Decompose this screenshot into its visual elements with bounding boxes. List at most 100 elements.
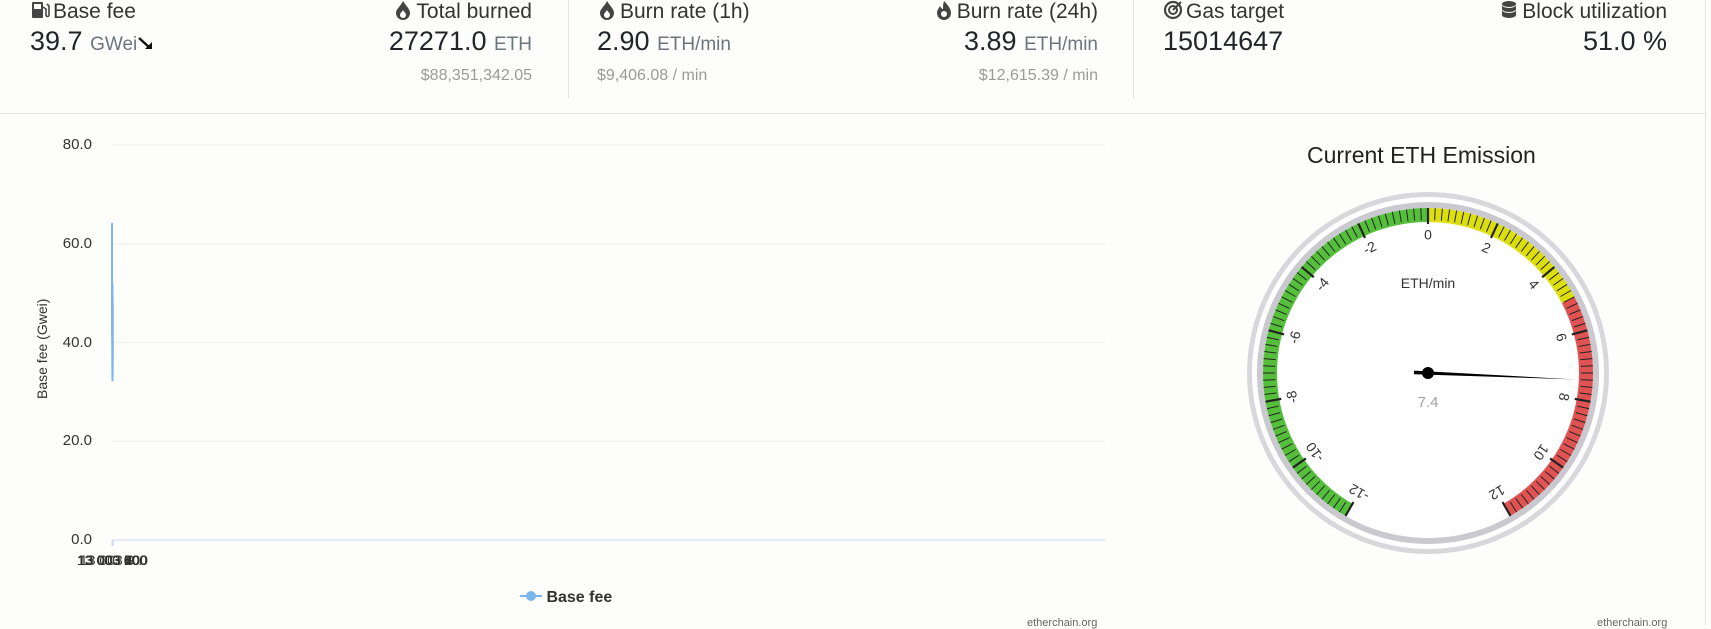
gauge-minor-tick: [1560, 290, 1572, 297]
gauge-minor-tick: [1556, 454, 1568, 463]
y-tick-label: 80.0: [62, 136, 92, 153]
gauge-minor-tick: [1278, 302, 1290, 309]
block-utilization-value: 51.0 %: [1582, 26, 1667, 56]
gauge-minor-tick: [1515, 237, 1524, 248]
stats-bar: Base fee 39.7 GWei Total burned 27271.0 …: [0, 0, 1705, 114]
gauge-minor-tick: [1288, 283, 1300, 292]
gauge-major-tick: [1300, 266, 1315, 279]
divider: [1133, 0, 1134, 98]
gauge-needle: [1413, 370, 1574, 380]
fire-icon: [936, 1, 951, 20]
x-tick-label: 13 003 800: [77, 552, 148, 568]
legend-marker-icon: [520, 591, 542, 601]
gauge-major-tick: [1549, 457, 1564, 469]
gauge-major-tick: [1541, 266, 1556, 279]
base-fee-label-text: Base fee: [53, 0, 136, 23]
gauge-minor-tick: [1310, 480, 1321, 491]
legend-item-base-fee[interactable]: Base fee: [520, 589, 612, 607]
burn-rate-1h-unit: ETH/min: [657, 34, 731, 55]
gauge-minor-tick: [1544, 470, 1555, 480]
gauge-minor-tick: [1498, 226, 1505, 238]
gauge-unit: ETH/min: [1401, 275, 1455, 291]
gauge-minor-tick: [1405, 209, 1409, 222]
gauge-minor-tick: [1270, 322, 1283, 328]
gauge-minor-tick: [1563, 296, 1575, 303]
gauge-minor-tick: [1460, 211, 1465, 224]
gauge-minor-tick: [1263, 365, 1276, 367]
gas-target-label: Gas target: [1163, 0, 1284, 24]
gas-target-label-text: Gas target: [1186, 0, 1285, 23]
gauge-minor-tick: [1509, 233, 1518, 245]
gauge-minor-tick: [1275, 431, 1287, 437]
x-tick-label: 13 003 400: [77, 552, 148, 568]
gauge-minor-tick: [1288, 454, 1300, 463]
gauge-major-tick: [1489, 222, 1499, 239]
gauge-title: Current ETH Emission: [1307, 142, 1536, 168]
base-fee-value: 39.7 GWei: [30, 26, 155, 57]
gauge-minor-tick: [1580, 358, 1593, 361]
gauge-minor-tick: [1454, 210, 1458, 223]
burn-rate-24h-unit: ETH/min: [1024, 34, 1098, 55]
base-fee-unit: GWei: [90, 34, 138, 55]
total-burned-usd: $88,351,342.05: [420, 67, 532, 84]
gauge-minor-tick: [1266, 405, 1279, 410]
gauge-minor-tick: [1540, 475, 1550, 485]
gauge-minor-tick: [1278, 437, 1290, 444]
y-tick-label: 60.0: [62, 234, 92, 252]
x-tick-label: 13 003 700: [77, 552, 148, 568]
burn-rate-1h-usd: $9,406.08 / min: [597, 67, 708, 84]
gauge-minor-tick: [1575, 412, 1588, 417]
x-tick-label: 13 003 500: [77, 552, 148, 568]
x-tick-label: 13 003 600: [77, 552, 148, 568]
database-icon: [1502, 1, 1517, 18]
gauge-minor-tick: [1321, 489, 1331, 500]
gauge-minor-tick: [1560, 449, 1572, 456]
gauge-minor-tick: [1577, 336, 1590, 341]
gauge-minor-tick: [1281, 443, 1293, 450]
gauge-minor-tick: [1530, 485, 1540, 495]
gauge-band: [1263, 207, 1428, 516]
target-icon: [1163, 0, 1183, 20]
gauge-minor-tick: [1301, 470, 1312, 480]
gauge-minor-tick: [1391, 211, 1396, 224]
gauge-minor-tick: [1351, 226, 1358, 238]
line-plot: [111, 144, 1105, 546]
burn-rate-24h-label-text: Burn rate (24h): [956, 0, 1098, 23]
gauge-minor-tick: [1447, 209, 1451, 222]
gauge-minor-tick: [1284, 290, 1296, 297]
total-burned-label: Total burned: [393, 0, 532, 24]
gauge-minor-tick: [1321, 246, 1331, 257]
base-fee-label: Base fee: [30, 0, 136, 24]
chart-credit[interactable]: etherchain.org: [1027, 617, 1098, 629]
gauge-minor-tick: [1338, 501, 1347, 513]
series-line-base-fee[interactable]: [111, 222, 114, 382]
x-tick-label: 13 003 000: [77, 552, 148, 568]
emission-gauge: Current ETH Emission -12 -10 -8 -6 -4 -2 0 2 4 6 8…: [1120, 114, 1705, 629]
gas-pump-icon: [32, 2, 50, 18]
x-tick-label: 13 003 200: [77, 552, 148, 568]
x-tick-label: 13 003 300: [77, 552, 148, 568]
gauge-minor-tick: [1525, 489, 1535, 500]
gauge-minor-tick: [1327, 494, 1336, 505]
gauge-major-tick: [1265, 397, 1282, 403]
divider: [568, 0, 569, 98]
x-tick-label: 13 003 9...: [79, 552, 147, 568]
gauge-minor-tick: [1338, 233, 1347, 245]
gauge-minor-tick: [1579, 392, 1592, 396]
gas-target-value: 15014647: [1163, 26, 1284, 56]
total-burned-value: 27271.0 ETH: [389, 26, 532, 57]
y-tick-label: 20.0: [62, 432, 92, 450]
gauge-credit[interactable]: etherchain.org: [1597, 617, 1668, 629]
gauge-minor-tick: [1580, 379, 1593, 381]
burn-rate-1h-label: Burn rate (1h): [597, 0, 750, 24]
gauge-minor-tick: [1563, 443, 1575, 450]
gauge-minor-tick: [1284, 449, 1296, 456]
gauge-minor-tick: [1265, 343, 1278, 347]
gauge-minor-tick: [1535, 255, 1546, 266]
gauge-minor-tick: [1571, 424, 1584, 430]
gauge-minor-tick: [1263, 379, 1276, 381]
gauge-minor-tick: [1440, 208, 1443, 221]
x-tick-label: 13 003 100: [77, 552, 148, 568]
gauge-minor-tick: [1272, 424, 1285, 430]
gauge-minor-tick: [1292, 277, 1303, 286]
